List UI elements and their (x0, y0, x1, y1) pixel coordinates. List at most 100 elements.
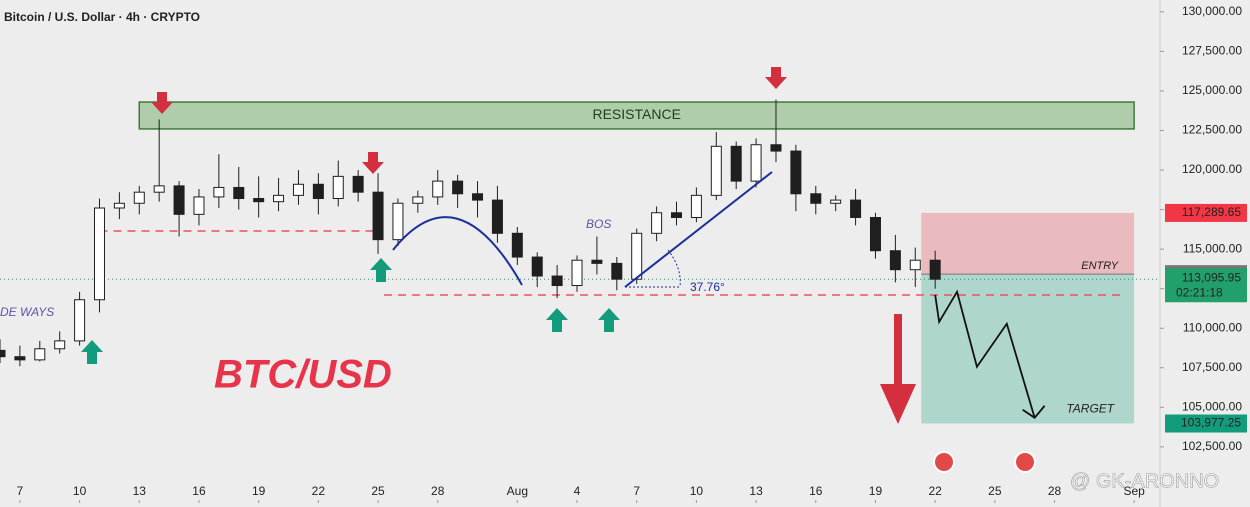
x-tick-label: 10 (690, 484, 704, 498)
candle-body (671, 212, 683, 219)
candle-body (631, 232, 643, 280)
y-tick-label: 120,000.00 (1182, 162, 1242, 176)
target-badge: 103,977.25 (1181, 416, 1241, 430)
chart-title: Bitcoin / U.S. Dollar · 4h · CRYPTO (4, 10, 200, 24)
candle-body (74, 299, 86, 342)
x-tick-label: 19 (252, 484, 266, 498)
x-tick-label: 28 (431, 484, 445, 498)
up-arrows (81, 258, 620, 364)
candle-body (213, 186, 225, 198)
candle-body (472, 193, 484, 201)
candle-body (452, 180, 464, 195)
candle-body (392, 202, 404, 241)
up-arrow (81, 340, 103, 364)
resistance-zone (138, 101, 1135, 130)
projection-arrowhead (1022, 405, 1046, 419)
y-tick-label: 105,000.00 (1182, 399, 1242, 413)
x-tick-label: 13 (749, 484, 763, 498)
x-tick-label: 7 (17, 484, 24, 498)
resistance-label: RESISTANCE (592, 106, 680, 122)
target-label: TARGET (1066, 402, 1115, 416)
y-tick-label: 130,000.00 (1182, 4, 1242, 18)
stop-badge-bg (1165, 203, 1247, 222)
candle-body (750, 144, 762, 182)
entry-label: ENTRY (1081, 260, 1119, 272)
y-tick-label: 107,500.00 (1182, 360, 1242, 374)
candle-body (790, 150, 802, 195)
candle-body (611, 262, 623, 280)
y-tick-label: 102,500.00 (1182, 439, 1242, 453)
down-arrow (362, 152, 384, 174)
y-tick-label: 122,500.00 (1182, 123, 1242, 137)
candle-body (173, 185, 185, 215)
candle-body (332, 175, 344, 200)
candle-body (372, 191, 384, 241)
candle-body (133, 191, 145, 204)
event-icon (1014, 451, 1036, 473)
down-arrows (151, 67, 916, 424)
stop-badge: 117,289.65 (1182, 205, 1241, 219)
candle-body (312, 183, 324, 200)
candle-body (869, 217, 881, 252)
candle-body (253, 198, 265, 203)
down-arrow (151, 92, 173, 114)
countdown: 02:21:18 (1176, 285, 1223, 299)
candle-body (591, 259, 603, 264)
last-price-badge-bg (1165, 268, 1247, 303)
candle-body (34, 348, 46, 361)
candle-body (929, 259, 941, 280)
stop-zone (921, 212, 1135, 275)
y-tick-label: 115,000.00 (1183, 241, 1242, 255)
x-tick-label: 16 (192, 484, 206, 498)
target-badge-bg (1165, 414, 1247, 433)
candle-body (571, 259, 583, 287)
down-arrow (765, 67, 787, 89)
candle-body (153, 185, 165, 193)
candle-body (651, 212, 663, 234)
candle-body (432, 180, 444, 198)
x-tick-label: 22 (312, 484, 326, 498)
x-tick-label: 7 (633, 484, 640, 498)
symbol-label: BTC/USD (214, 353, 392, 397)
x-tick-label: 25 (371, 484, 385, 498)
candle-body (193, 196, 205, 215)
event-icon (933, 451, 955, 473)
candle-body (690, 194, 702, 218)
sideways-label: DE WAYS (0, 305, 54, 319)
candle-body (810, 193, 822, 204)
candle-body (352, 175, 364, 193)
candle-body (889, 250, 901, 271)
candle-body (730, 145, 742, 182)
angle-label: 37.76° (690, 280, 725, 294)
big-down-arrow (880, 314, 916, 424)
candle-body (273, 194, 285, 203)
y-tick-label: 125,000.00 (1182, 83, 1242, 97)
candle-body (830, 199, 842, 204)
x-tick-label: Sep (1123, 484, 1145, 498)
angle-arc (625, 249, 681, 288)
candle-body (54, 340, 66, 350)
candle-body (850, 199, 862, 219)
candle-body (0, 349, 6, 358)
x-tick-label: 25 (988, 484, 1002, 498)
up-arrow (598, 308, 620, 332)
curve-drawing (392, 216, 523, 286)
x-tick-label: Aug (507, 484, 528, 498)
bos-label: BOS (586, 217, 611, 231)
candle-body (292, 183, 304, 196)
x-tick-label: 13 (133, 484, 147, 498)
candle-body (531, 256, 543, 277)
candle-body (491, 199, 503, 234)
x-tick-label: 22 (928, 484, 942, 498)
trend-line (624, 171, 773, 288)
last-price-badge: 113,095.95 (1182, 270, 1241, 284)
up-arrow (370, 258, 392, 282)
candle-body (710, 145, 722, 196)
x-tick-label: 4 (574, 484, 581, 498)
x-tick-label: 19 (869, 484, 883, 498)
candle-body (412, 196, 424, 204)
watermark: @ GK-ARONNO (1070, 470, 1219, 492)
projection-path (934, 289, 1036, 419)
